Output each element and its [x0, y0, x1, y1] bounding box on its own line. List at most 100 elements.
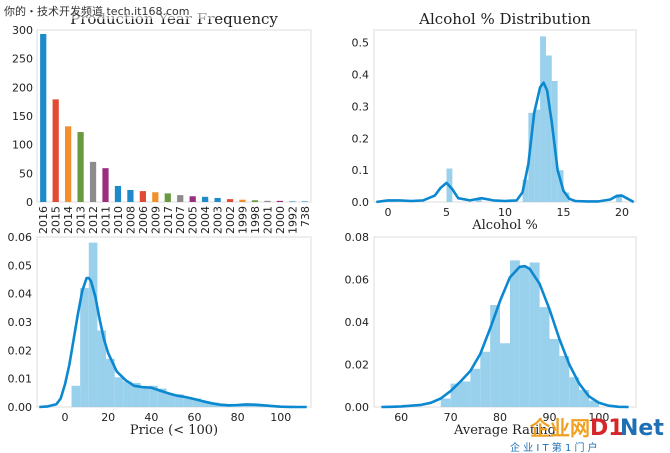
x-tick-label: 2013: [75, 206, 88, 234]
x-tick-label: 2007: [174, 206, 187, 234]
histogram-bar: [534, 109, 541, 202]
y-tick-label: 150: [12, 110, 33, 123]
y-tick-label: 0.06: [345, 274, 370, 287]
kde-line: [381, 264, 629, 409]
x-tick-label: 80: [231, 411, 245, 424]
x-tick-label: 2003: [212, 206, 225, 234]
x-axis-label: Alcohol %: [471, 218, 538, 233]
histogram-bar: [440, 398, 451, 407]
x-tick-label: 2014: [62, 206, 75, 234]
histogram-bar: [252, 405, 262, 407]
bar: [289, 201, 296, 202]
x-tick-label: 80: [493, 411, 507, 424]
bar: [264, 200, 271, 202]
histogram-bar: [563, 192, 570, 202]
production-year-chart: Production Year Frequency050100150200250…: [12, 10, 312, 234]
x-tick-label: 5: [443, 206, 450, 219]
x-tick-label: 15: [556, 206, 570, 219]
bar: [276, 200, 283, 202]
histogram-bar: [140, 388, 150, 407]
x-axis-label: Price (< 100): [130, 423, 218, 438]
x-tick-label: 2001: [261, 206, 274, 234]
histogram-bar: [522, 179, 529, 202]
histogram-bar: [589, 400, 599, 407]
x-tick-label: 2009: [149, 206, 162, 234]
x-tick-label: 2006: [137, 206, 150, 234]
histogram-bar: [149, 385, 158, 407]
logo-left: 企业网: [529, 416, 590, 440]
chart-title: Alcohol % Distribution: [418, 10, 591, 28]
x-tick-label: 60: [187, 411, 201, 424]
y-tick-label: 0.01: [8, 373, 33, 386]
y-tick-label: 0.0: [352, 196, 370, 209]
y-tick-label: 250: [12, 53, 33, 66]
histogram-bar: [157, 388, 167, 407]
logo-subtitle: 企 业 I T 第 1 门 户: [510, 441, 598, 453]
histogram-bar: [71, 385, 81, 407]
histogram-bar: [460, 381, 471, 407]
histogram-bar: [88, 242, 98, 407]
price-distribution-chart: 0.00 0.01 0.02 0.03 0.04 0.05 0.06 0 20 40 60 80 100…: [8, 231, 312, 438]
bar: [77, 132, 84, 202]
histogram-bar: [509, 260, 520, 407]
bar: [40, 34, 47, 202]
y-tick-label: 0.05: [8, 259, 33, 272]
histogram-bar: [549, 339, 560, 407]
histogram-bar: [450, 383, 461, 407]
y-tick-label: 0.04: [8, 288, 33, 301]
x-tick-label: 70: [444, 411, 458, 424]
y-tick-label: 0.4: [352, 69, 370, 82]
x-tick-label: 40: [144, 411, 158, 424]
histogram-bar: [545, 55, 552, 203]
bar: [127, 189, 134, 202]
x-tick-label: 1998: [249, 206, 262, 234]
histogram-bar: [528, 112, 535, 202]
alcohol-distribution-chart: Alcohol % Distribution 0.0 0.1 0.2 0.3 0.4 0.5…: [352, 10, 637, 233]
histogram-bar: [131, 382, 141, 407]
y-tick-label: 200: [12, 81, 33, 94]
x-tick-label: 60: [394, 411, 408, 424]
x-tick-label: 0: [385, 206, 392, 219]
y-tick-label: 0.06: [8, 231, 33, 244]
x-tick-label: 20: [101, 411, 115, 424]
x-tick-label: 10: [498, 206, 512, 219]
histogram-bar: [475, 199, 482, 202]
bar: [189, 196, 196, 202]
histogram-bar: [244, 405, 253, 407]
bar: [177, 195, 184, 202]
x-tick-label: 2002: [224, 206, 237, 234]
bar: [152, 192, 159, 202]
x-tick-label: 2015: [50, 206, 63, 234]
x-tick-label: 0: [62, 411, 69, 424]
logo-d1: D1: [590, 416, 624, 441]
bar: [164, 193, 171, 202]
histogram-bar: [470, 368, 481, 407]
plot-frame: [36, 236, 312, 408]
x-tick-label: 90: [542, 411, 556, 424]
x-tick-label: 2000: [274, 206, 287, 234]
y-tick-label: 0: [26, 196, 33, 209]
x-tick-label: 100: [270, 411, 291, 424]
x-tick-label: 20: [615, 206, 629, 219]
x-tick-label: 2010: [112, 206, 125, 234]
histogram-bar: [569, 377, 580, 407]
x-tick-label: 2012: [87, 206, 100, 234]
y-tick-label: 0.1: [352, 164, 370, 177]
histogram-bar: [192, 398, 201, 407]
histogram-bar: [235, 405, 245, 407]
bar: [226, 199, 234, 202]
y-tick-label: 100: [12, 139, 33, 152]
x-tick-label: 1999: [237, 206, 250, 234]
watermark-logo: 企业网 D1 Net 企 业 I T 第 1 门 户: [510, 416, 664, 453]
y-tick-label: 0.02: [8, 344, 33, 357]
histogram-bar: [540, 36, 546, 203]
histogram-bar: [616, 194, 622, 202]
bar: [102, 168, 109, 202]
histogram-bar: [529, 262, 540, 407]
plot-frame: [373, 29, 637, 203]
y-tick-label: 0.5: [352, 37, 370, 50]
histogram-bar: [175, 394, 184, 407]
x-tick-label: 2005: [187, 206, 200, 234]
histogram-bar: [123, 381, 132, 407]
